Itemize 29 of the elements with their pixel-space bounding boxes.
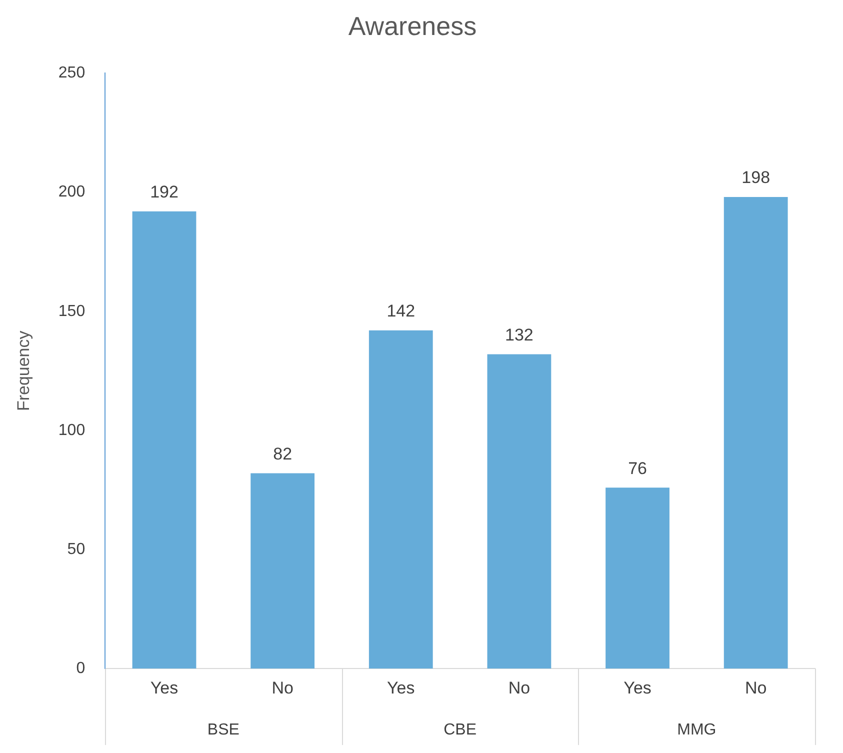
text: MMG <box>677 721 716 738</box>
bar <box>606 488 670 669</box>
data-label: 76 <box>628 458 647 478</box>
y-tick-label: 100 <box>58 422 86 439</box>
x-tick-label: No <box>744 678 767 698</box>
y-tick-label: 150 <box>58 302 86 320</box>
data-label: 82 <box>273 444 292 464</box>
bar <box>487 354 552 669</box>
x-tick-label: Yes <box>624 678 652 698</box>
bar <box>368 330 433 669</box>
bar <box>250 473 315 669</box>
data-label: 142 <box>386 302 416 321</box>
y-tick-label: 200 <box>58 184 86 201</box>
text: CBE <box>444 721 476 738</box>
y-tick-label: 250 <box>58 64 86 82</box>
y-tick-label: 0 <box>76 660 86 678</box>
data-label: 192 <box>150 182 178 202</box>
x-tick-label: No <box>508 678 530 698</box>
x-tick-label: Yes <box>150 678 178 698</box>
data-label: 132 <box>505 325 534 344</box>
y-axis-title: Frequency <box>14 330 33 412</box>
y-tick-label: 50 <box>67 540 86 558</box>
bar <box>724 197 788 669</box>
x-tick-label: Yes <box>387 678 415 698</box>
text: BSE <box>207 721 240 738</box>
bar <box>132 211 196 669</box>
x-tick-label: No <box>272 678 294 698</box>
chart-title: Awareness <box>348 10 477 41</box>
data-label: 198 <box>742 168 770 188</box>
